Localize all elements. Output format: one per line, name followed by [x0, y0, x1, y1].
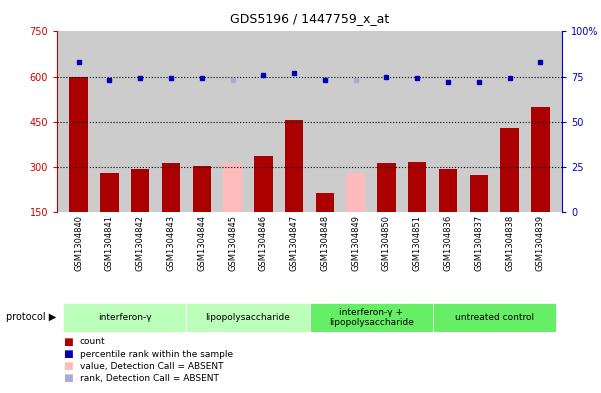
Bar: [408, 162, 427, 212]
Text: GSM1304840: GSM1304840: [74, 215, 83, 271]
Text: GSM1304851: GSM1304851: [413, 215, 422, 271]
Bar: [63, 303, 186, 332]
Bar: [100, 173, 118, 212]
Text: GSM1304848: GSM1304848: [320, 215, 329, 271]
Text: value, Detection Call = ABSENT: value, Detection Call = ABSENT: [80, 362, 224, 371]
Bar: [131, 169, 150, 212]
Text: GSM1304844: GSM1304844: [197, 215, 206, 271]
Text: GDS5196 / 1447759_x_at: GDS5196 / 1447759_x_at: [230, 12, 389, 25]
Text: ■: ■: [63, 373, 73, 384]
Text: rank, Detection Call = ABSENT: rank, Detection Call = ABSENT: [80, 374, 219, 383]
Text: GSM1304836: GSM1304836: [444, 215, 453, 271]
Text: GSM1304847: GSM1304847: [290, 215, 299, 271]
Bar: [377, 162, 395, 212]
Bar: [224, 162, 242, 212]
Bar: [254, 156, 273, 212]
Text: GSM1304846: GSM1304846: [259, 215, 268, 271]
Text: count: count: [80, 338, 106, 346]
Text: GSM1304850: GSM1304850: [382, 215, 391, 271]
Bar: [501, 128, 519, 212]
Text: GSM1304845: GSM1304845: [228, 215, 237, 271]
Text: untreated control: untreated control: [454, 313, 534, 322]
Bar: [310, 303, 433, 332]
Text: GSM1304849: GSM1304849: [351, 215, 360, 271]
Text: ■: ■: [63, 361, 73, 371]
Bar: [285, 120, 304, 212]
Bar: [162, 162, 180, 212]
Bar: [439, 169, 457, 212]
Bar: [531, 107, 550, 212]
Text: interferon-γ: interferon-γ: [98, 313, 151, 322]
Bar: [316, 193, 334, 212]
Text: lipopolysaccharide: lipopolysaccharide: [206, 313, 290, 322]
Bar: [192, 165, 211, 212]
Text: ■: ■: [63, 349, 73, 359]
Text: interferon-γ +
lipopolysaccharide: interferon-γ + lipopolysaccharide: [329, 308, 413, 327]
Text: ■: ■: [63, 337, 73, 347]
Bar: [69, 77, 88, 212]
Text: protocol ▶: protocol ▶: [6, 312, 56, 322]
Bar: [186, 303, 310, 332]
Bar: [469, 174, 488, 212]
Text: GSM1304843: GSM1304843: [166, 215, 175, 271]
Bar: [346, 173, 365, 212]
Text: GSM1304839: GSM1304839: [536, 215, 545, 271]
Bar: [433, 303, 556, 332]
Text: GSM1304842: GSM1304842: [136, 215, 145, 271]
Text: GSM1304838: GSM1304838: [505, 215, 514, 271]
Text: GSM1304837: GSM1304837: [474, 215, 483, 271]
Text: percentile rank within the sample: percentile rank within the sample: [80, 350, 233, 358]
Text: GSM1304841: GSM1304841: [105, 215, 114, 271]
